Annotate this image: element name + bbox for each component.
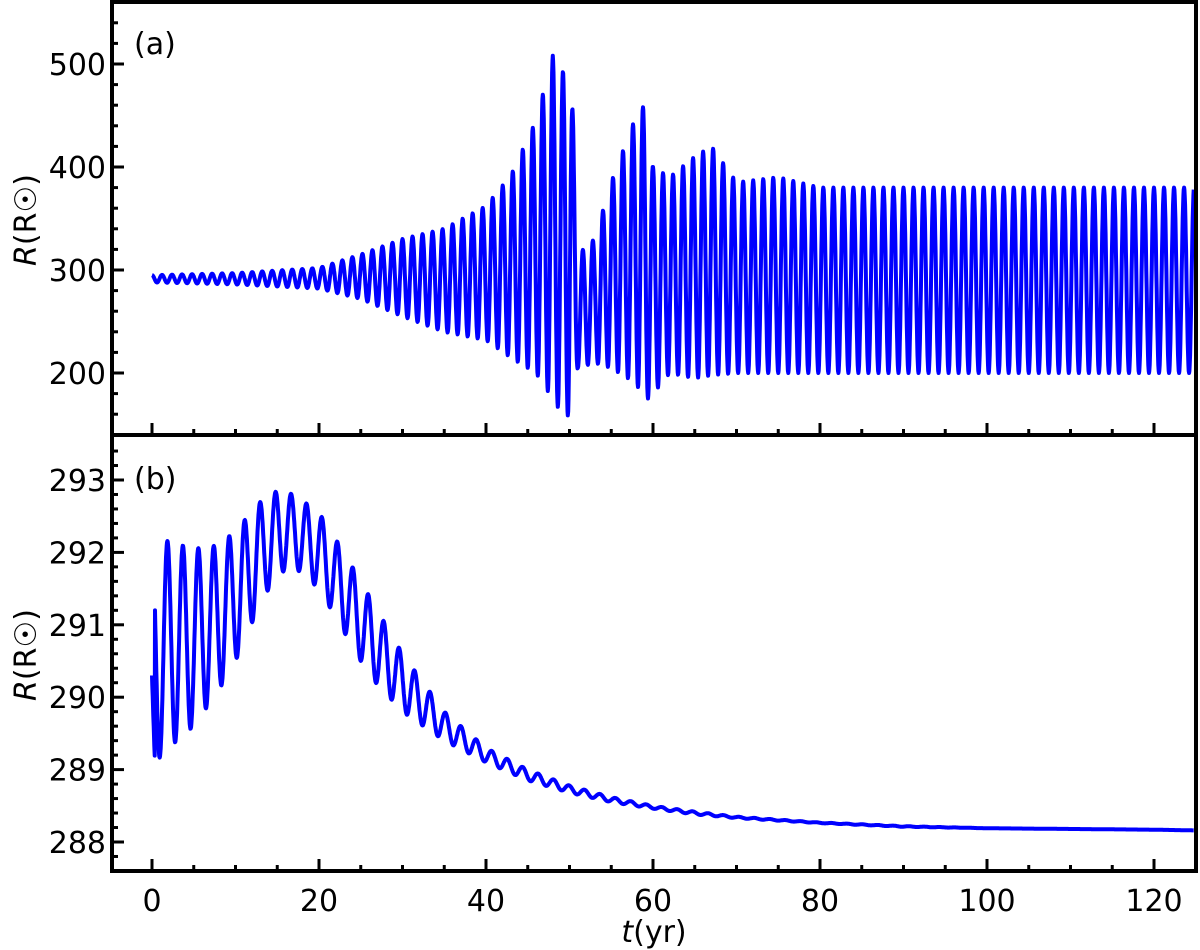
y-tick-label: 500 [49, 48, 106, 83]
curve-a [150, 53, 1196, 418]
panel-b: 0 20 40 60 80 100 120 288 289 290 291 292 293 (b) R(… [9, 433, 1198, 919]
y-tick-label: 292 [49, 536, 106, 571]
ticks-a: 200 300 400 500 [49, 21, 1156, 435]
y-axis-label-b-unit: (R☉) [9, 609, 44, 680]
x-tick-label: 40 [467, 884, 505, 919]
curve-b [150, 489, 1196, 833]
y-tick-label: 293 [49, 464, 106, 499]
y-tick-label: 288 [49, 826, 106, 861]
panel-a: 200 300 400 500 (a) R(R☉) [9, 0, 1198, 437]
x-tick-label: 60 [634, 884, 672, 919]
y-tick-label: 291 [49, 609, 106, 644]
y-tick-label: 290 [49, 681, 106, 716]
y-tick-label: 289 [49, 754, 106, 789]
y-axis-label-b: R(R☉) [9, 609, 44, 701]
x-tick-label: 80 [801, 884, 839, 919]
svg-text:R(R☉): R(R☉) [9, 609, 44, 701]
y-axis-label-b-var: R [9, 680, 44, 701]
y-tick-label: 400 [49, 151, 106, 186]
panel-b-frame [110, 433, 1198, 873]
y-tick-label: 300 [49, 254, 106, 289]
svg-text:R(R☉): R(R☉) [9, 174, 44, 266]
x-tick-label: 20 [300, 884, 338, 919]
y-axis-label-a-unit: (R☉) [9, 174, 44, 245]
y-tick-label: 200 [49, 357, 106, 392]
data-line [150, 489, 1196, 833]
y-axis-label-a: R(R☉) [9, 174, 44, 266]
data-line [150, 53, 1196, 418]
x-tick-label: 0 [142, 884, 161, 919]
x-tick-label: 100 [958, 884, 1015, 919]
ticks-b: 0 20 40 60 80 100 120 288 289 290 291 292 293 [49, 449, 1183, 919]
y-axis-label-a-var: R [9, 245, 44, 266]
panel-b-label: (b) [134, 462, 176, 497]
panel-a-label: (a) [134, 27, 176, 62]
x-tick-label: 120 [1125, 884, 1182, 919]
x-axis-label: t(yr) [621, 915, 686, 950]
